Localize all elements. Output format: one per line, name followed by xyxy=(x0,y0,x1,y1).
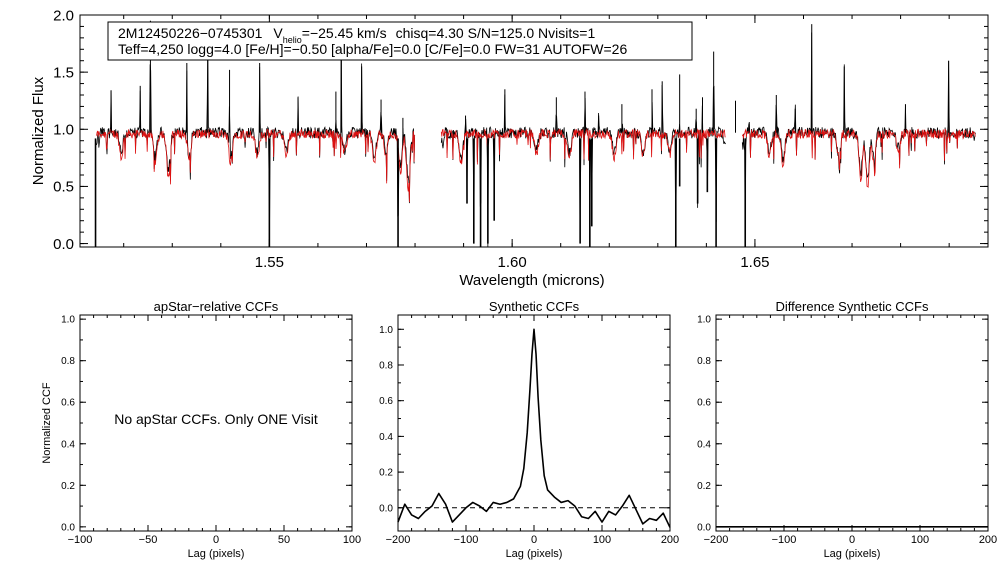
synthetic-ccf-panel: Synthetic CCFs −200 −100 0 100 200 0.0 0.2 0.4 0… xyxy=(379,299,679,560)
y-tick-label: 0.2 xyxy=(379,468,393,479)
y-tick-label: 1.5 xyxy=(53,64,74,81)
no-ccf-message: No apStar CCFs. Only ONE Visit xyxy=(114,411,318,427)
difference-x-label: Lag (pixels) xyxy=(824,548,881,560)
y-tick-label: 0.2 xyxy=(697,481,711,492)
spectrum-y-label: Normalized Flux xyxy=(30,76,47,185)
annotation-line-2: Teff=4,250 logg=4.0 [Fe/H]=−0.50 [alpha/… xyxy=(118,41,627,57)
apstar-y-label: Normalized CCF xyxy=(41,382,53,464)
x-tick-label: −100 xyxy=(454,534,479,546)
y-tick-label: 0.6 xyxy=(61,398,75,409)
x-tick-label: 200 xyxy=(979,534,997,546)
x-tick-label: 100 xyxy=(593,534,611,546)
x-tick-label: 200 xyxy=(661,534,679,546)
spectrum-panel: 1.55 1.60 1.65 0.0 0.5 1.0 1.5 2.0 Wavelength (… xyxy=(30,7,989,289)
x-tick-label: 1.65 xyxy=(740,254,769,271)
synthetic-ticks: −200 −100 0 100 200 0.0 0.2 0.4 0.6 0.8 1.0 xyxy=(379,315,679,546)
y-tick-label: 0.0 xyxy=(379,503,393,514)
x-tick-label: 0 xyxy=(531,534,537,546)
difference-ccf-title: Difference Synthetic CCFs xyxy=(776,299,929,314)
x-tick-label: −200 xyxy=(704,534,729,546)
x-tick-label: −100 xyxy=(68,534,93,546)
model-spectrum-line xyxy=(440,127,726,165)
annotation-v-symbol: V xyxy=(273,25,283,41)
y-tick-label: 0.4 xyxy=(61,439,75,450)
annotation-v-subscript: helio xyxy=(283,35,302,45)
synthetic-x-label: Lag (pixels) xyxy=(506,548,563,560)
y-tick-label: 0.8 xyxy=(697,356,711,367)
spectrum-axes-frame xyxy=(79,14,989,248)
annotation-object-id: 2M12450226−0745301 xyxy=(118,25,263,41)
x-tick-label: 100 xyxy=(911,534,929,546)
y-tick-label: 1.0 xyxy=(697,315,711,326)
y-tick-label: 0.6 xyxy=(697,398,711,409)
difference-ccf-panel: Difference Synthetic CCFs −200 −100 0 100 20… xyxy=(697,299,997,560)
x-tick-label: 1.60 xyxy=(498,254,527,271)
y-tick-label: 0.5 xyxy=(53,179,74,196)
x-tick-label: −200 xyxy=(386,534,411,546)
apstar-ticks: −100 −50 0 50 100 0.0 0.2 0.4 0.6 0.8 1.0 xyxy=(61,315,361,546)
apstar-ccf-panel: apStar−relative CCFs −100 −50 0 50 100 0.0 0.2… xyxy=(41,299,361,560)
y-tick-label: 0.8 xyxy=(379,360,393,371)
y-tick-label: 0.4 xyxy=(379,432,393,443)
model-spectrum-line xyxy=(741,128,976,189)
difference-ticks: −200 −100 0 100 200 0.0 0.2 0.4 0.6 0.8 1.0 xyxy=(697,315,997,546)
x-tick-label: 50 xyxy=(278,534,290,546)
synthetic-ccf-data xyxy=(397,328,671,528)
y-tick-label: 0.8 xyxy=(61,356,75,367)
annotation-stats: chisq=4.30 S/N=125.0 Nvisits=1 xyxy=(396,25,596,41)
annotation-frame xyxy=(107,21,693,61)
spectrum-x-label: Wavelength (microns) xyxy=(459,272,604,289)
apstar-x-label: Lag (pixels) xyxy=(188,548,245,560)
y-tick-label: 1.0 xyxy=(379,325,393,336)
x-tick-label: 100 xyxy=(343,534,361,546)
synthetic-ccf-title: Synthetic CCFs xyxy=(489,299,580,314)
model-spectrum-line xyxy=(96,128,416,203)
y-tick-label: 0.2 xyxy=(61,481,75,492)
spectrum-annotation-box: 2M12450226−0745301 Vhelio=−25.45 km/s chis… xyxy=(107,21,693,61)
y-tick-label: 1.0 xyxy=(61,315,75,326)
x-tick-label: 0 xyxy=(213,534,219,546)
spectrum-ticks: 1.55 1.60 1.65 0.0 0.5 1.0 1.5 2.0 xyxy=(53,7,988,271)
synthetic-ccf-line xyxy=(397,328,671,528)
x-tick-label: 1.55 xyxy=(255,254,284,271)
y-tick-label: 0.6 xyxy=(379,396,393,407)
x-tick-label: 0 xyxy=(849,534,855,546)
y-tick-label: 0.4 xyxy=(697,439,711,450)
y-tick-label: 0.0 xyxy=(697,522,711,533)
apstar-ccf-title: apStar−relative CCFs xyxy=(154,299,279,314)
y-tick-label: 0.0 xyxy=(61,522,75,533)
y-tick-label: 2.0 xyxy=(53,7,74,24)
y-tick-label: 0.0 xyxy=(53,236,74,253)
x-tick-label: −50 xyxy=(139,534,158,546)
x-tick-label: −100 xyxy=(772,534,797,546)
y-tick-label: 1.0 xyxy=(53,122,74,139)
annotation-v-value: =−25.45 km/s xyxy=(302,25,387,41)
annotation-line-1: 2M12450226−0745301 Vhelio=−25.45 km/s chis… xyxy=(118,25,595,45)
